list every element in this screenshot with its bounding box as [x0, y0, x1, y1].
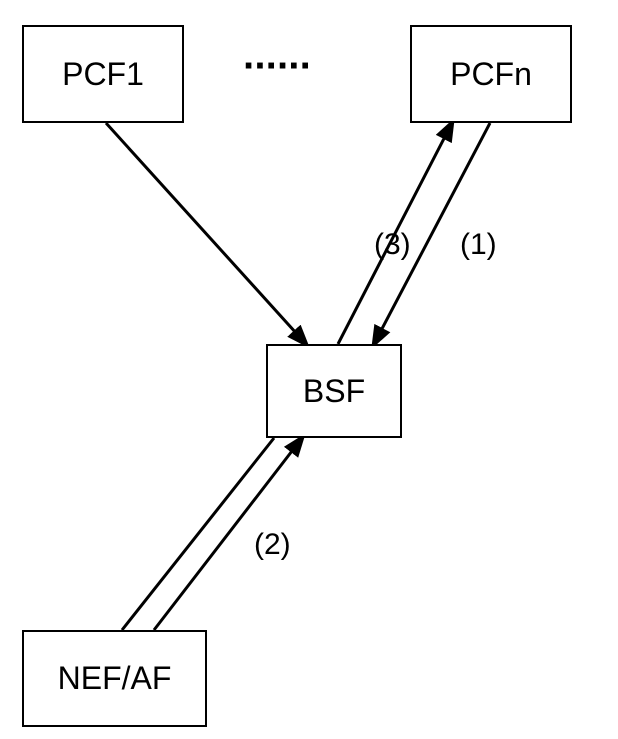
edge-label-2: (2) [254, 528, 291, 562]
node-nefaf: NEF/AF [22, 630, 207, 727]
edge-label-1: (1) [460, 228, 497, 262]
ellipsis-dots: ······ [243, 44, 311, 89]
node-pcf1: PCF1 [22, 25, 184, 123]
node-pcfn-label: PCFn [450, 56, 532, 93]
edge-label-3: (3) [374, 228, 411, 262]
node-bsf: BSF [266, 344, 402, 438]
node-pcf1-label: PCF1 [62, 56, 144, 93]
edge-nefaf-bsf-2b [122, 438, 274, 630]
edge-pcf1-bsf [106, 123, 306, 344]
node-nefaf-label: NEF/AF [58, 660, 172, 697]
node-pcfn: PCFn [410, 25, 572, 123]
node-bsf-label: BSF [303, 373, 365, 410]
